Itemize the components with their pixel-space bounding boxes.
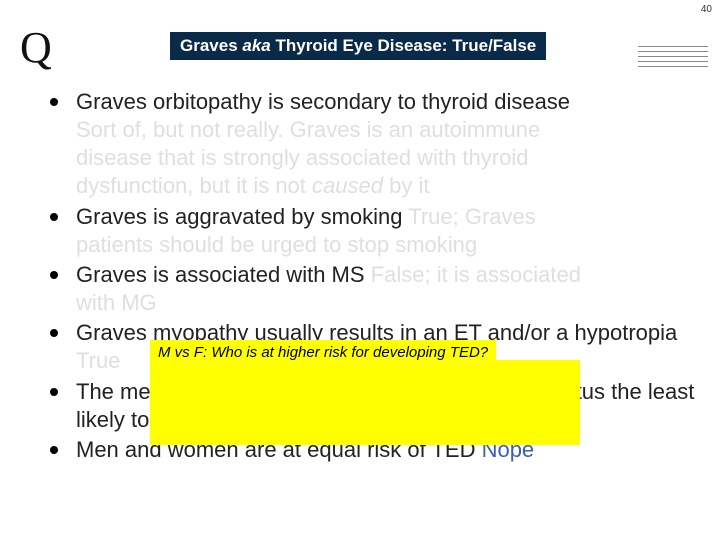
answer-segment: Sort of, but not really. Graves is an au… xyxy=(76,117,540,142)
answer-segment: True; Graves xyxy=(408,204,536,229)
statement-segment: The me xyxy=(76,379,151,404)
answer-segment: False; it is associated xyxy=(371,262,581,287)
bullet-item: Graves orbitopathy is secondary to thyro… xyxy=(46,88,696,201)
slide-header: Q Graves aka Thyroid Eye Disease: True/F… xyxy=(0,26,720,78)
slide-title: Graves aka Thyroid Eye Disease: True/Fal… xyxy=(170,32,546,60)
answer-segment: True xyxy=(76,348,120,373)
answer-segment: patients should be urged to stop smoking xyxy=(76,232,477,257)
bullet-item: Graves is aggravated by smoking True; Gr… xyxy=(46,203,696,259)
title-aka: aka xyxy=(242,36,270,55)
statement-text: Graves is aggravated by smoking xyxy=(76,204,408,229)
title-pre: Graves xyxy=(180,36,242,55)
header-rule-decoration xyxy=(638,46,708,74)
answer-segment: by it xyxy=(383,173,429,198)
page-number: 40 xyxy=(701,4,712,15)
title-post: Thyroid Eye Disease: True/False xyxy=(271,36,537,55)
q-mark: Q xyxy=(20,22,52,73)
answer-segment: dysfunction, but it is not xyxy=(76,173,312,198)
answer-segment: caused xyxy=(312,173,383,198)
bullet-item: Graves is associated with MS False; it i… xyxy=(46,261,696,317)
statement-text: Graves is associated with MS xyxy=(76,262,371,287)
answer-segment: disease that is strongly associated with… xyxy=(76,145,528,170)
statement-text: Graves orbitopathy is secondary to thyro… xyxy=(76,89,570,114)
cover-box xyxy=(150,360,580,445)
answer-segment: with MG xyxy=(76,290,157,315)
